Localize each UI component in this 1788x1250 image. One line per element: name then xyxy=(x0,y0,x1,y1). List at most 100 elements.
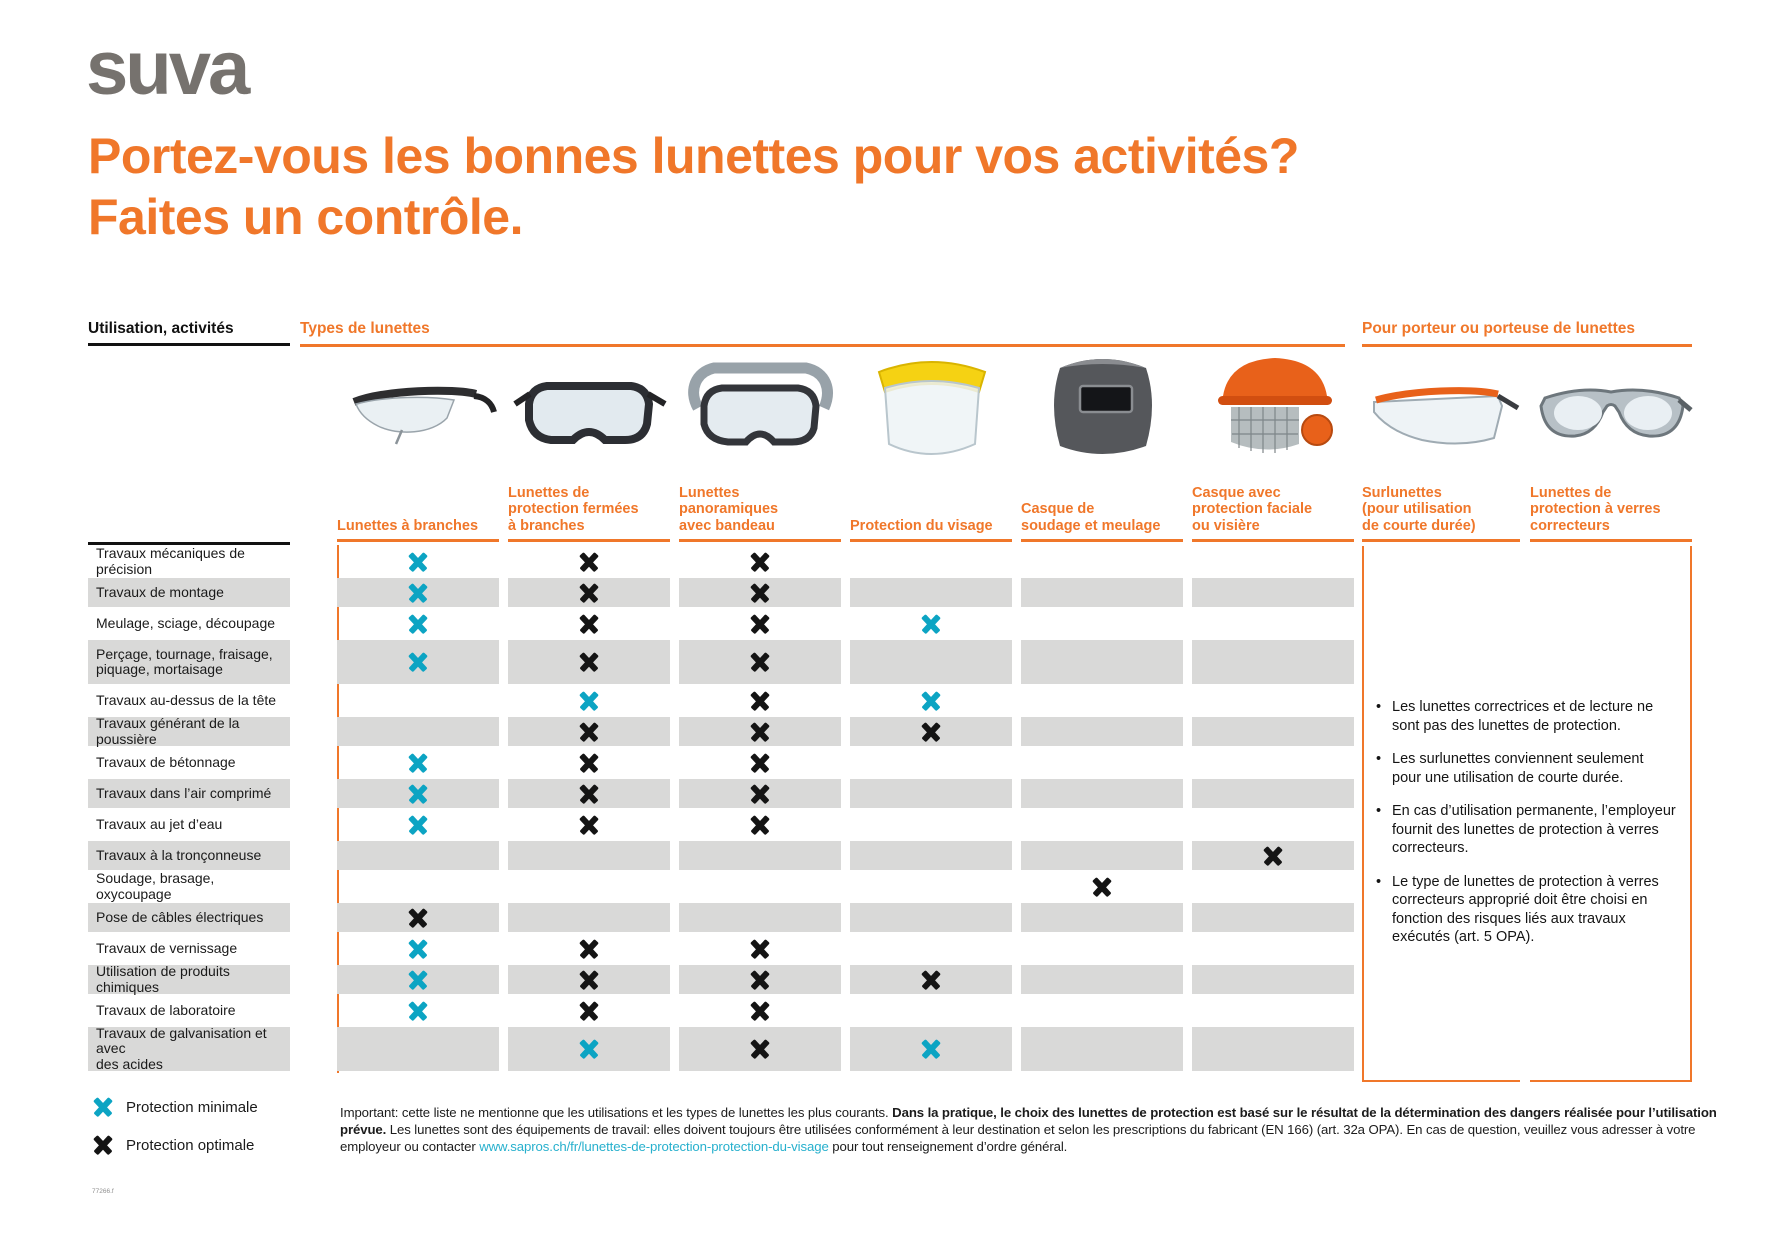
matrix-cell xyxy=(679,872,841,901)
matrix-cell xyxy=(508,810,670,839)
matrix-cell xyxy=(679,748,841,777)
matrix-cell xyxy=(337,686,499,715)
matrix-cell xyxy=(508,748,670,777)
legend-label-minimale: Protection minimale xyxy=(126,1098,258,1116)
table-row: Travaux dans l’air comprimé xyxy=(88,779,1354,808)
matrix-cell xyxy=(508,717,670,746)
matrix-cell xyxy=(508,1027,670,1071)
matrix-cell xyxy=(337,872,499,901)
matrix-cell xyxy=(337,965,499,994)
matrix-cell xyxy=(1021,779,1183,808)
types-rule xyxy=(300,344,1345,347)
legend-item-minimale: Protection minimale xyxy=(92,1094,258,1120)
table-row: Travaux de bétonnage xyxy=(88,748,1354,777)
matrix-cell xyxy=(508,965,670,994)
matrix-cell xyxy=(1192,748,1354,777)
matrix-cell xyxy=(1192,965,1354,994)
protection-minimale-mark-icon xyxy=(407,613,429,635)
suva-logo: suva xyxy=(86,26,250,111)
row-label: Soudage, brasage, oxycoupage xyxy=(96,870,215,902)
matrix-left-border xyxy=(337,545,339,1073)
row-label: Travaux dans l’air comprimé xyxy=(88,779,290,808)
matrix-cell xyxy=(337,578,499,607)
protection-optimale-mark-icon xyxy=(749,721,771,743)
matrix-cell xyxy=(1192,934,1354,963)
table-row: Travaux de vernissage xyxy=(88,934,1354,963)
column-header-casque-visiere: Casque avec protection faciale ou visièr… xyxy=(1192,438,1354,542)
matrix-cell xyxy=(1021,1027,1183,1071)
matrix-cell xyxy=(337,717,499,746)
page-title: Portez-vous les bonnes lunettes pour vos… xyxy=(88,128,1299,245)
matrix-cell xyxy=(679,934,841,963)
table-row: Meulage, sciage, découpage xyxy=(88,609,1354,638)
notes-list: • Les lunettes correctrices et de lecture… xyxy=(1376,698,1676,962)
table-row: Utilisation de produits chimiques xyxy=(88,963,1354,994)
matrix-cell xyxy=(679,609,841,638)
matrix-cell xyxy=(850,934,1012,963)
protection-minimale-mark-icon xyxy=(407,938,429,960)
protection-optimale-mark-icon xyxy=(749,938,771,960)
bullet-icon: • xyxy=(1376,803,1382,819)
matrix-cell xyxy=(1192,686,1354,715)
matrix-cell xyxy=(508,578,670,607)
column-header-fermees-a-branches: Lunettes de protection fermées à branche… xyxy=(508,438,670,542)
row-label: Perçage, tournage, fraisage, piquage, mo… xyxy=(88,640,290,684)
matrix-cell xyxy=(508,547,670,576)
matrix-cell xyxy=(1192,872,1354,901)
matrix-cell xyxy=(1021,996,1183,1025)
legend: Protection minimale Protection optimale xyxy=(92,1094,258,1170)
matrix-cell xyxy=(1192,810,1354,839)
matrix-cell xyxy=(508,609,670,638)
protection-minimale-mark-icon xyxy=(407,1000,429,1022)
protection-minimale-mark-icon xyxy=(407,551,429,573)
matrix-cell xyxy=(1021,578,1183,607)
row-label: Travaux de montage xyxy=(88,578,290,607)
row-label: Travaux de bétonnage xyxy=(96,753,236,770)
matrix-cell xyxy=(679,1027,841,1071)
row-label: Travaux de galvanisation et avec des aci… xyxy=(88,1025,290,1072)
matrix-cell xyxy=(1021,547,1183,576)
matrix-cell xyxy=(679,996,841,1025)
protection-optimale-mark-icon xyxy=(749,651,771,673)
sapros-link[interactable]: www.sapros.ch/fr/lunettes-de-protection-… xyxy=(479,1138,829,1154)
matrix-cell xyxy=(337,996,499,1025)
protection-minimale-mark-icon xyxy=(407,783,429,805)
table-row: Travaux au-dessus de la tête xyxy=(88,686,1354,715)
protection-optimale-mark-icon xyxy=(749,582,771,604)
matrix-cell xyxy=(337,779,499,808)
matrix-cell xyxy=(337,1027,499,1071)
matrix-cell xyxy=(337,810,499,839)
matrix-cell xyxy=(337,934,499,963)
matrix-cell xyxy=(1021,965,1183,994)
protection-optimale-mark-icon xyxy=(578,582,600,604)
column-header-casque-soudage: Casque de soudage et meulage xyxy=(1021,438,1183,542)
matrix-cell xyxy=(1021,872,1183,901)
protection-optimale-mark-icon xyxy=(578,783,600,805)
protection-optimale-mark-icon xyxy=(749,613,771,635)
surlunettes-panel-box xyxy=(1362,546,1520,1082)
row-label: Pose de câbles électriques xyxy=(88,903,290,932)
protection-optimale-mark-icon xyxy=(1091,876,1113,898)
matrix-cell xyxy=(1021,640,1183,684)
table-row: Travaux mécaniques de précision xyxy=(88,545,1354,576)
matrix-cell xyxy=(508,996,670,1025)
document-code: 77266.f xyxy=(92,1188,114,1195)
protection-optimale-mark-icon xyxy=(578,938,600,960)
matrix-cell xyxy=(1192,779,1354,808)
bullet-icon: • xyxy=(1376,699,1382,715)
matrix-cell xyxy=(679,578,841,607)
protection-minimale-mark-icon xyxy=(578,1038,600,1060)
row-label: Travaux de vernissage xyxy=(96,939,238,956)
footer-emphasis: Dans la pratique, le choix des lunettes … xyxy=(340,1105,1717,1137)
protection-optimale-mark-icon xyxy=(578,752,600,774)
note-text: Le type de lunettes de protection à verr… xyxy=(1392,873,1659,946)
column-header-panoramiques: Lunettes panoramiques avec bandeau xyxy=(679,438,841,542)
protection-optimale-mark-icon xyxy=(749,783,771,805)
table-row: Travaux de montage xyxy=(88,578,1354,607)
matrix-cell xyxy=(679,547,841,576)
note-item: • Les surlunettes conviennent seulement p… xyxy=(1376,750,1676,787)
face-shield-photo xyxy=(877,361,987,455)
matrix-cell xyxy=(679,903,841,932)
protection-optimale-mark-icon xyxy=(749,1038,771,1060)
